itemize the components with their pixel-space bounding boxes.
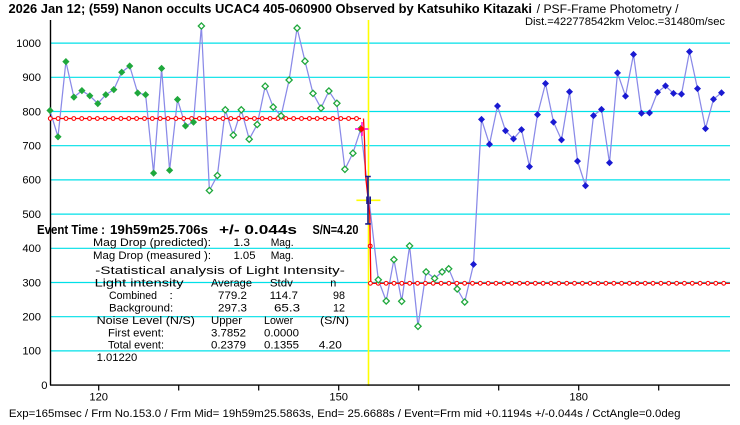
svg-text:Dist.=422778542km Veloc.=31480: Dist.=422778542km Veloc.=31480m/sec (525, 16, 725, 28)
svg-text:100: 100 (22, 346, 41, 358)
svg-text:+/- 0.044s: +/- 0.044s (219, 222, 297, 237)
svg-text:Lower: Lower (264, 315, 294, 327)
svg-text:Event Time :: Event Time : (37, 222, 105, 237)
svg-text:500: 500 (22, 209, 41, 221)
svg-text:19h59m25.706s: 19h59m25.706s (110, 222, 208, 237)
svg-text:297.3: 297.3 (218, 303, 247, 315)
svg-text:3.7852: 3.7852 (211, 328, 246, 340)
svg-text:700: 700 (22, 141, 41, 153)
svg-text:Combined: Combined (109, 290, 157, 302)
svg-text:S/N=4.20: S/N=4.20 (313, 222, 359, 237)
svg-text:150: 150 (329, 392, 348, 404)
svg-text:400: 400 (22, 243, 41, 255)
svg-text:Upper: Upper (211, 315, 242, 327)
svg-text:900: 900 (22, 72, 41, 84)
svg-text:n: n (330, 278, 336, 290)
svg-text:0: 0 (41, 380, 47, 392)
svg-text:(S/N): (S/N) (320, 315, 349, 327)
svg-text:Total event:: Total event: (108, 340, 164, 352)
svg-text:Mag.: Mag. (271, 237, 294, 249)
svg-text:Light intensity: Light intensity (95, 278, 185, 290)
svg-text:Mag.: Mag. (271, 250, 294, 262)
svg-text:Background:: Background: (109, 303, 173, 315)
svg-text:1.3: 1.3 (234, 237, 251, 249)
svg-text:65.3: 65.3 (274, 303, 300, 315)
svg-text:2026 Jan 12; (559) Nanon occul: 2026 Jan 12; (559) Nanon occults UCAC4 4… (9, 2, 533, 16)
svg-text:1.05: 1.05 (234, 250, 256, 262)
svg-text:12: 12 (333, 303, 345, 315)
svg-text:779.2: 779.2 (218, 290, 247, 302)
svg-text:-Statistical analysis of Light: -Statistical analysis of Light Intensity… (95, 265, 345, 277)
svg-text:4.20: 4.20 (319, 340, 342, 352)
svg-text:Exp=165msec / Frm No.153.0 / F: Exp=165msec / Frm No.153.0 / Frm Mid= 19… (9, 408, 681, 420)
svg-text:0.2379: 0.2379 (211, 340, 246, 352)
svg-text:800: 800 (22, 106, 41, 118)
svg-text:Average: Average (211, 278, 252, 290)
svg-text:/ PSF-Frame Photometry /: / PSF-Frame Photometry / (537, 4, 680, 16)
svg-text::: : (169, 290, 173, 302)
svg-text:180: 180 (569, 392, 588, 404)
svg-text:98: 98 (333, 290, 345, 302)
svg-text:1.01220: 1.01220 (97, 352, 138, 364)
svg-text:Mag Drop (measured ):: Mag Drop (measured ): (93, 250, 211, 262)
svg-text:Stdv: Stdv (270, 278, 294, 290)
svg-text:114.7: 114.7 (270, 290, 298, 302)
svg-text:600: 600 (22, 175, 41, 187)
svg-text:200: 200 (22, 312, 41, 324)
svg-text:Mag Drop (predicted):: Mag Drop (predicted): (93, 237, 211, 249)
svg-text:First event:: First event: (108, 328, 164, 340)
svg-text:300: 300 (22, 277, 41, 289)
svg-text:Noise Level (N/S): Noise Level (N/S) (97, 315, 195, 327)
svg-text:0.1355: 0.1355 (264, 340, 299, 352)
svg-text:0.0000: 0.0000 (264, 328, 299, 340)
svg-text:120: 120 (89, 392, 108, 404)
svg-text:1000: 1000 (16, 38, 41, 50)
